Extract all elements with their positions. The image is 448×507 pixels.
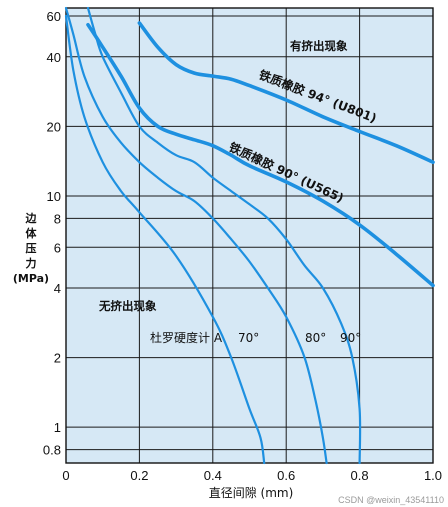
series-label-90: 90° — [340, 331, 361, 345]
x-tick-label: 1.0 — [424, 468, 442, 483]
no-extrusion-zone-label: 无挤出现象 — [98, 299, 157, 313]
x-tick-label: 0.4 — [204, 468, 222, 483]
y-tick-label: 2 — [54, 351, 61, 366]
y-axis-label: 边 体 压 力 (MPa) — [13, 211, 49, 285]
y-axis-label-char-1: 边 — [25, 211, 38, 225]
y-tick-label: 1 — [54, 420, 61, 435]
curve-u565 — [86, 23, 435, 288]
y-tick-label: 10 — [47, 189, 61, 204]
x-tick-label: 0.8 — [351, 468, 369, 483]
x-tick-label: 0.2 — [130, 468, 148, 483]
curve-u801 — [137, 21, 435, 164]
y-axis-label-char-4: 力 — [26, 256, 37, 270]
watermark: CSDN @weixin_43541110 — [338, 495, 444, 505]
series-label-80: 80° — [305, 331, 326, 345]
grid-lines — [66, 8, 433, 463]
data-curves — [64, 6, 435, 465]
y-tick-label: 60 — [47, 9, 61, 24]
y-tick-label: 6 — [54, 240, 61, 255]
x-tick-labels: 0 0.2 0.4 0.6 0.8 1.0 — [62, 468, 442, 483]
y-axis-unit: (MPa) — [13, 272, 49, 285]
y-axis-label-char-3: 压 — [26, 241, 37, 255]
y-tick-label: 0.8 — [43, 443, 61, 458]
plot-frame — [65, 7, 434, 464]
durometer-label: 杜罗硬度计 A — [150, 330, 223, 345]
y-tick-label: 20 — [47, 119, 61, 134]
y-axis-label-char-2: 体 — [26, 226, 38, 240]
x-tick-label: 0.6 — [277, 468, 295, 483]
y-tick-label: 4 — [54, 281, 61, 296]
curve-durometer-90 — [86, 6, 362, 465]
x-axis-label: 直径间隙 (mm) — [209, 486, 294, 500]
x-tick-label: 0 — [62, 468, 69, 483]
curve-durometer-80 — [64, 6, 328, 465]
curve-durometer-70 — [64, 14, 266, 465]
series-label-70: 70° — [238, 331, 259, 345]
y-tick-label: 8 — [54, 211, 61, 226]
y-tick-labels: 0.8 1 2 4 6 8 10 20 40 60 — [43, 9, 61, 458]
extrusion-zone-label: 有挤出现象 — [290, 39, 348, 53]
y-tick-label: 40 — [47, 50, 61, 65]
